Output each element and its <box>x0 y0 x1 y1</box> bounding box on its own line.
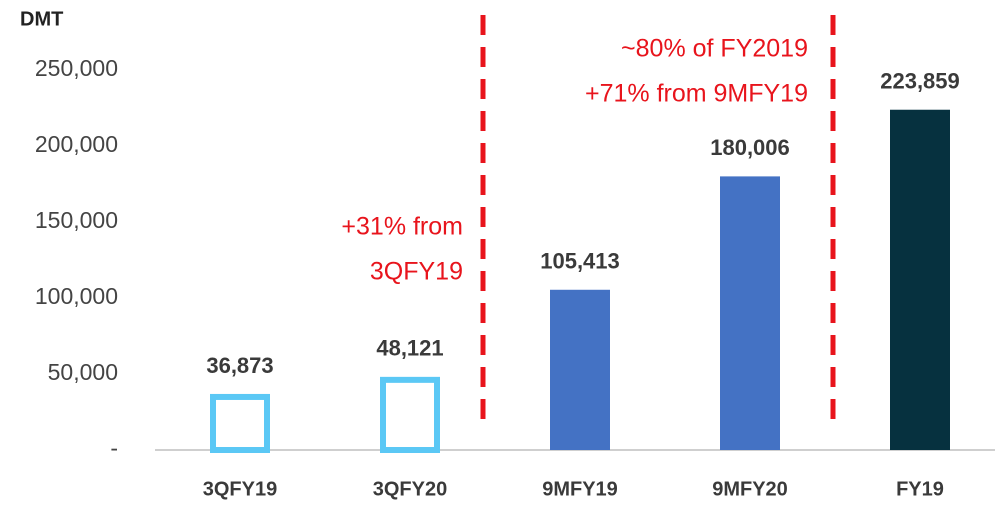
x-tick-label: 3QFY20 <box>373 478 447 500</box>
value-label: 180,006 <box>710 135 790 160</box>
x-tick-label: 9MFY20 <box>712 478 788 500</box>
bar <box>720 176 780 451</box>
y-tick-label: 50,000 <box>48 359 118 385</box>
y-axis-label: DMT <box>20 8 63 30</box>
x-tick-label: FY19 <box>896 478 944 500</box>
x-tick-label: 3QFY19 <box>203 478 277 500</box>
annotation: ~80% of FY2019 <box>621 35 808 63</box>
y-tick-label: 250,000 <box>35 55 118 81</box>
y-tick-label: 100,000 <box>35 283 118 309</box>
y-tick-label: - <box>110 435 118 461</box>
value-label: 223,859 <box>880 69 960 94</box>
annotation: +71% from 9MFY19 <box>585 80 808 108</box>
y-tick-label: 150,000 <box>35 207 118 233</box>
bar <box>210 393 270 453</box>
bar <box>380 376 440 453</box>
annotation: 3QFY19 <box>370 258 463 286</box>
value-label: 48,121 <box>376 336 443 361</box>
value-label: 105,413 <box>540 249 620 274</box>
bar <box>550 289 610 450</box>
x-tick-label: 9MFY19 <box>542 478 618 500</box>
annotation: +31% from <box>341 213 463 241</box>
y-tick-label: 200,000 <box>35 131 118 157</box>
bar <box>890 109 950 451</box>
value-label: 36,873 <box>206 353 273 378</box>
